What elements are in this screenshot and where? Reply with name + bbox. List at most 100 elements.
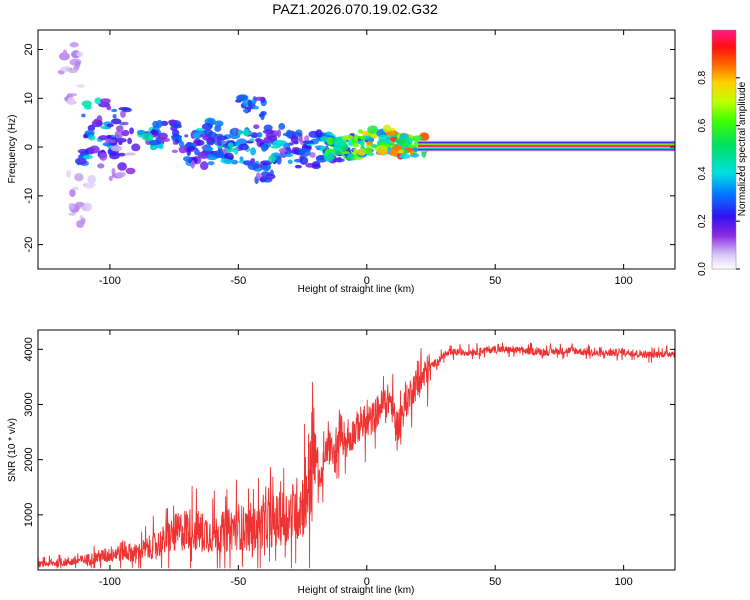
spectrogram-blob	[263, 124, 273, 132]
spectrogram-ridge-band	[418, 145, 675, 147]
spectrogram-blob	[203, 146, 214, 152]
spectrogram-blob	[235, 140, 240, 148]
spectrogram-blob	[341, 151, 351, 155]
spectrogram-blob	[395, 137, 407, 145]
spectrogram-blob	[253, 124, 260, 130]
spectrogram-ridge	[418, 140, 675, 152]
snr-x-tick-label: -100	[99, 576, 121, 588]
spectrogram-x-tick-label: -50	[230, 275, 246, 287]
spectrogram-blob	[276, 155, 282, 165]
spectrogram-y-tick-label: 10	[23, 92, 35, 104]
spectrogram-y-tick-label: -20	[23, 237, 35, 253]
spectrogram-blob	[99, 152, 108, 161]
figure-title: PAZ1.2026.070.19.02.G32	[272, 1, 438, 17]
spectrogram-cluster	[227, 127, 259, 156]
spectrogram-blob	[237, 129, 242, 136]
spectrogram-blob	[82, 154, 93, 160]
spectrogram-cluster	[242, 157, 276, 185]
spectrogram-blob	[183, 156, 192, 162]
spectrogram-blob	[109, 152, 120, 160]
spectrogram-blob	[357, 129, 364, 134]
snr-axes: -100 -50 0 50 100 1000 2000 3000 4000	[23, 330, 675, 588]
spectrogram-blob	[242, 108, 249, 113]
spectrogram-blob	[197, 151, 210, 159]
spectrogram-blob	[387, 141, 395, 146]
spectrogram-blob	[214, 125, 222, 132]
spectrogram-blob	[87, 174, 96, 184]
spectrogram-blob	[97, 163, 105, 169]
spectrogram-blob	[112, 113, 117, 119]
spectrogram-blob	[153, 130, 159, 136]
spectrogram-blob	[247, 162, 259, 171]
spectrogram-blob	[171, 149, 178, 154]
spectrogram-blob	[81, 113, 86, 118]
spectrogram-blob	[58, 52, 70, 61]
spectrogram-blob	[236, 94, 248, 101]
spectrogram-x-tick-label: -100	[99, 275, 121, 287]
spectrogram-blob	[250, 147, 257, 156]
spectrogram-blob	[98, 135, 109, 141]
spectrogram-blob	[256, 132, 263, 138]
spectrogram-blob	[268, 155, 276, 163]
spectrogram-blob	[272, 139, 285, 148]
spectrogram-blob	[264, 166, 270, 171]
spectrogram-blob	[326, 148, 335, 153]
spectrogram-blob	[178, 146, 188, 154]
spectrogram-y-tick-label: 0	[23, 144, 35, 150]
spectrogram-x-tick-label: 100	[614, 275, 632, 287]
spectrogram-blob	[299, 149, 306, 156]
spectrogram-blob	[262, 129, 275, 135]
spectrogram-blob	[171, 129, 180, 137]
spectrogram-blob	[88, 134, 96, 141]
spectrogram-blob	[184, 134, 189, 138]
spectrogram-blob	[106, 105, 112, 111]
spectrogram-blob	[110, 118, 122, 125]
spectrogram-blob	[122, 107, 132, 113]
spectrogram-x-tick-label: 0	[364, 275, 370, 287]
spectrogram-blob	[87, 124, 96, 132]
spectrogram-blob	[110, 145, 123, 152]
spectrogram-blob	[224, 146, 236, 153]
snr-y-tick-label: 2000	[23, 447, 35, 471]
spectrogram-blob	[260, 143, 268, 152]
spectrogram-blob	[276, 129, 282, 138]
spectrogram-blob	[201, 123, 213, 131]
spectrogram-cluster	[293, 143, 328, 170]
colorbar-frame	[711, 29, 737, 270]
snr-x-tick-label: 100	[614, 576, 632, 588]
spectrogram-blob	[304, 135, 310, 142]
colorbar	[712, 30, 736, 269]
spectrogram-blob	[293, 132, 303, 137]
spectrogram-blob	[67, 96, 76, 106]
spectrogram-blob	[254, 96, 266, 101]
spectrogram-blob	[115, 171, 126, 178]
spectrogram-blob	[399, 153, 411, 159]
spectrogram-blob	[309, 152, 316, 158]
spectrogram-blob	[100, 98, 111, 104]
colorbar-tick-label: 0.2	[697, 214, 708, 228]
spectrogram-cluster	[235, 94, 267, 121]
spectrogram-blob	[397, 149, 405, 154]
spectrogram-cluster	[66, 169, 96, 228]
spectrogram-blob	[108, 175, 113, 182]
spectrogram-x-tick-label: 50	[489, 275, 501, 287]
spectrogram-blob	[252, 105, 260, 110]
colorbar-tick-label: 0.8	[697, 70, 708, 84]
spectrogram-blob	[285, 129, 293, 139]
spectrogram-blob	[217, 145, 224, 149]
spectrogram-blob	[125, 167, 136, 175]
spectrogram-blob	[84, 130, 95, 136]
spectrogram-blob	[227, 142, 234, 148]
colorbar-tick-label: 0.0	[697, 262, 708, 276]
colorbar-tick-label: 0.4	[697, 166, 708, 180]
spectrogram-blob	[106, 123, 114, 128]
spectrogram-blob	[213, 150, 225, 159]
spectrogram-blob	[353, 134, 359, 140]
spectrogram-blob	[81, 205, 88, 211]
spectrogram-blob	[192, 132, 200, 139]
spectrogram-blob	[69, 42, 79, 48]
spectrogram-blob	[382, 124, 392, 133]
spectrogram-y-label: Frequency (Hz)	[7, 115, 18, 184]
spectrogram-blob	[127, 137, 132, 145]
spectrogram-blob	[76, 84, 85, 88]
